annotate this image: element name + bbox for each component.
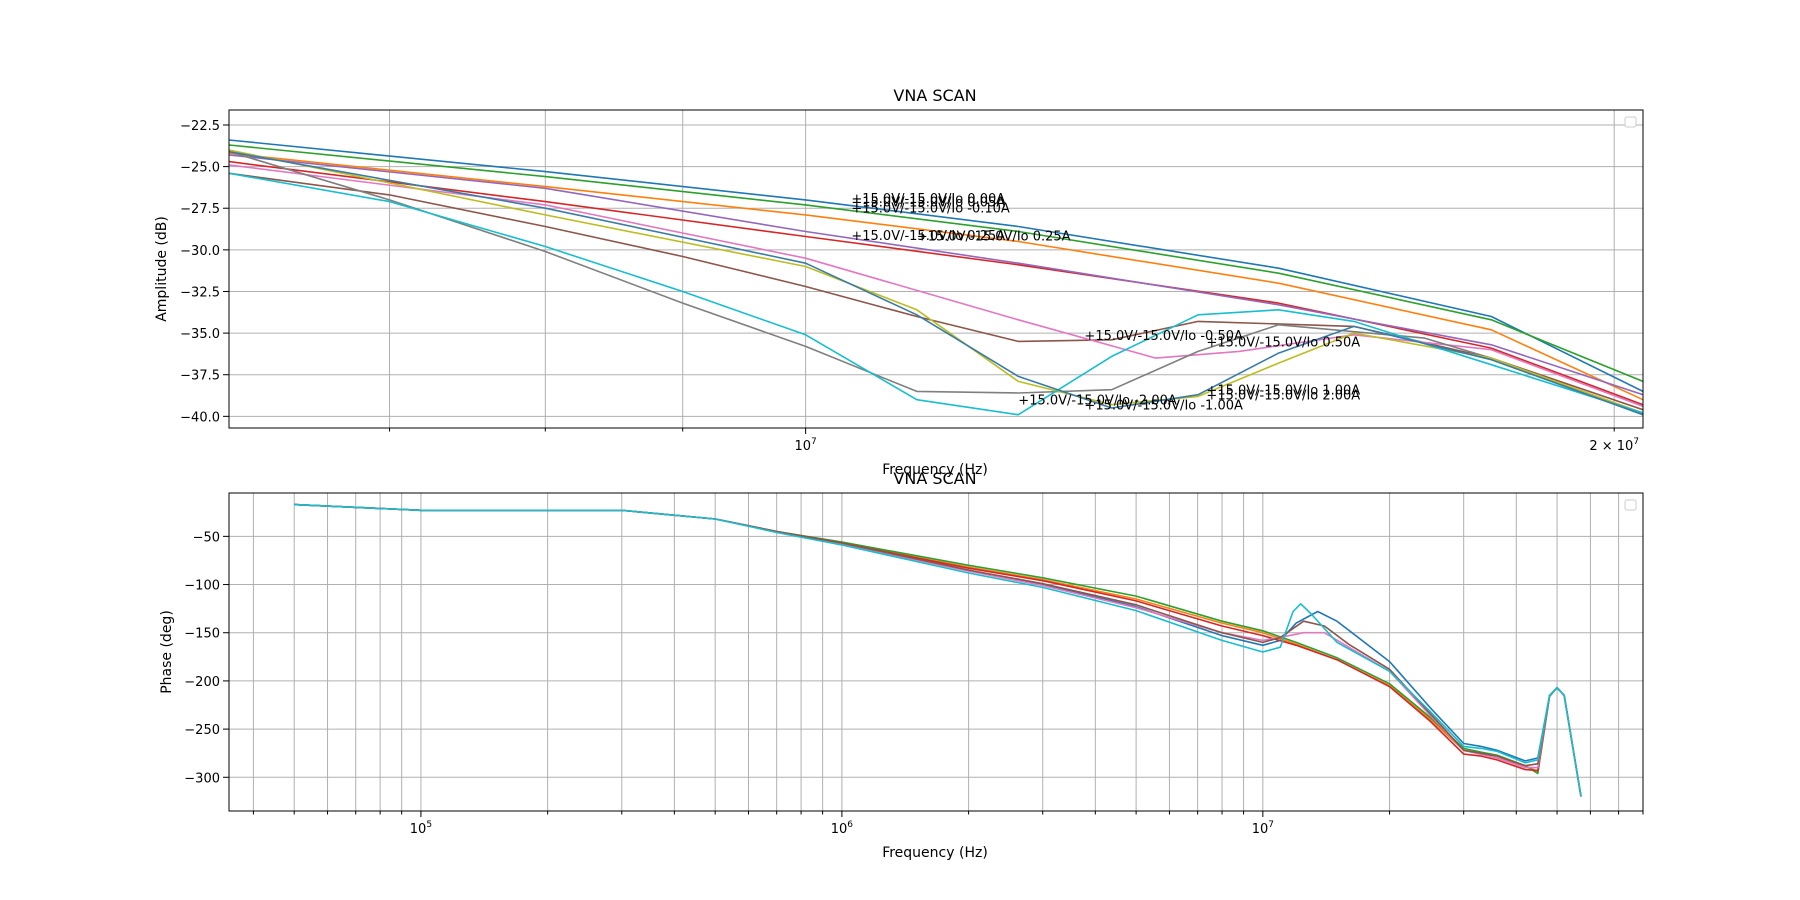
amplitude-series-line-7 (229, 150, 1643, 416)
amplitude-y-tick-label: −32.5 (180, 285, 220, 300)
series-annotation: +15.0V/-15.0V/Io 1.00A (1206, 384, 1360, 399)
phase-y-tick-label: −300 (184, 771, 220, 786)
amplitude-y-tick-label: −30.0 (180, 244, 220, 259)
amplitude-plot-frame (228, 109, 1644, 429)
phase-series-line-6 (294, 503, 1582, 797)
amplitude-x-tick-label: 107 (794, 437, 816, 454)
amplitude-y-tick-label: −35.0 (180, 327, 220, 342)
phase-grid (229, 493, 1644, 811)
amplitude-legend-box (1624, 116, 1637, 128)
phase-y-tick-label: −250 (184, 723, 220, 738)
amplitude-series-line-1 (229, 152, 1643, 401)
amplitude-series-line-2 (229, 144, 1643, 383)
amplitude-series-line-4 (229, 154, 1643, 396)
series-annotation: +15.0V/-15.0V/Io -2.00A (1018, 394, 1177, 409)
amplitude-series-line-0 (229, 139, 1643, 393)
phase-x-tick-label: 107 (1252, 820, 1274, 837)
amplitude-y-axis-label: Amplitude (dB) (154, 216, 170, 322)
phase-series-line-3 (294, 503, 1582, 797)
amplitude-chart-title: VNA SCAN (893, 86, 976, 105)
amplitude-y-tick-label: −22.5 (180, 119, 220, 134)
amplitude-series-line-3 (229, 160, 1643, 406)
series-annotation: +15.0V/-15.0V/Io 0.05A (851, 196, 1005, 211)
amplitude-x-axis-label: Frequency (Hz) (882, 462, 988, 478)
amplitude-series-line-10 (229, 150, 1643, 416)
phase-series-line-5 (294, 503, 1582, 797)
amplitude-y-tick-label: −37.5 (180, 369, 220, 384)
series-annotation: +15.0V/-15.0V/Io 2.00A (1206, 389, 1360, 404)
amplitude-grid (229, 110, 1643, 428)
phase-y-axis-label: Phase (deg) (159, 610, 175, 694)
phase-series-line-0 (294, 503, 1582, 797)
amplitude-y-tick-label: −25.0 (180, 161, 220, 176)
phase-y-tick-label: −100 (184, 579, 220, 594)
phase-x-tick-label: 105 (410, 820, 432, 837)
phase-series-line-4 (294, 503, 1582, 797)
series-annotation: +15.0V/-15.0V/Io 0.25A (851, 229, 1005, 244)
phase-ticks: −50 −100 −150 −200 −250 −300 105 106 107 (184, 530, 1644, 837)
phase-series-line-1 (294, 503, 1582, 797)
phase-chart-title: VNA SCAN (893, 469, 976, 488)
amplitude-y-tick-label: −27.5 (180, 202, 220, 217)
amplitude-y-tick-label: −40.0 (180, 410, 220, 425)
amplitude-annotations: +15.0V/-15.0V/Io 0.00A+15.0V/-15.0V/Io 0… (851, 192, 1360, 413)
amplitude-x-tick-label: 2 × 107 (1589, 437, 1639, 454)
phase-y-tick-label: −150 (184, 627, 220, 642)
series-annotation: +15.0V/-15.0V/Io -0.10A (851, 201, 1010, 216)
phase-x-axis-label: Frequency (Hz) (882, 845, 988, 861)
phase-chart: VNA SCAN −50 −100 −150 −200 −250 −300 105 106 10… (159, 469, 1644, 861)
series-annotation: +15.0V/-15.0V/Io 0.25A (917, 230, 1071, 245)
series-annotation: +15.0V/-15.0V/Io -0.50A (1084, 329, 1243, 344)
phase-series (294, 503, 1582, 797)
amplitude-series (229, 139, 1643, 416)
amplitude-ticks: −22.5 −25.0 −27.5 −30.0 −32.5 −35.0 −37.5 −40.0… (180, 119, 1639, 454)
phase-x-tick-label: 106 (831, 820, 854, 837)
phase-y-tick-label: −50 (193, 530, 220, 545)
series-annotation: +15.0V/-15.0V/Io 0.00A (851, 192, 1005, 207)
phase-legend-box (1624, 499, 1637, 511)
series-annotation: +15.0V/-15.0V/Io 0.50A (1206, 335, 1360, 350)
phase-series-line-2 (294, 503, 1582, 797)
series-annotation: +15.0V/-15.0V/Io -1.00A (1084, 399, 1243, 414)
phase-y-tick-label: −200 (184, 675, 220, 690)
amplitude-chart: VNA SCAN +15.0V/-15.0V/Io 0.00A+15.0V/-1… (154, 86, 1644, 478)
amplitude-series-line-9 (229, 172, 1643, 416)
amplitude-series-line-8 (229, 149, 1643, 414)
phase-plot-frame (228, 492, 1644, 812)
